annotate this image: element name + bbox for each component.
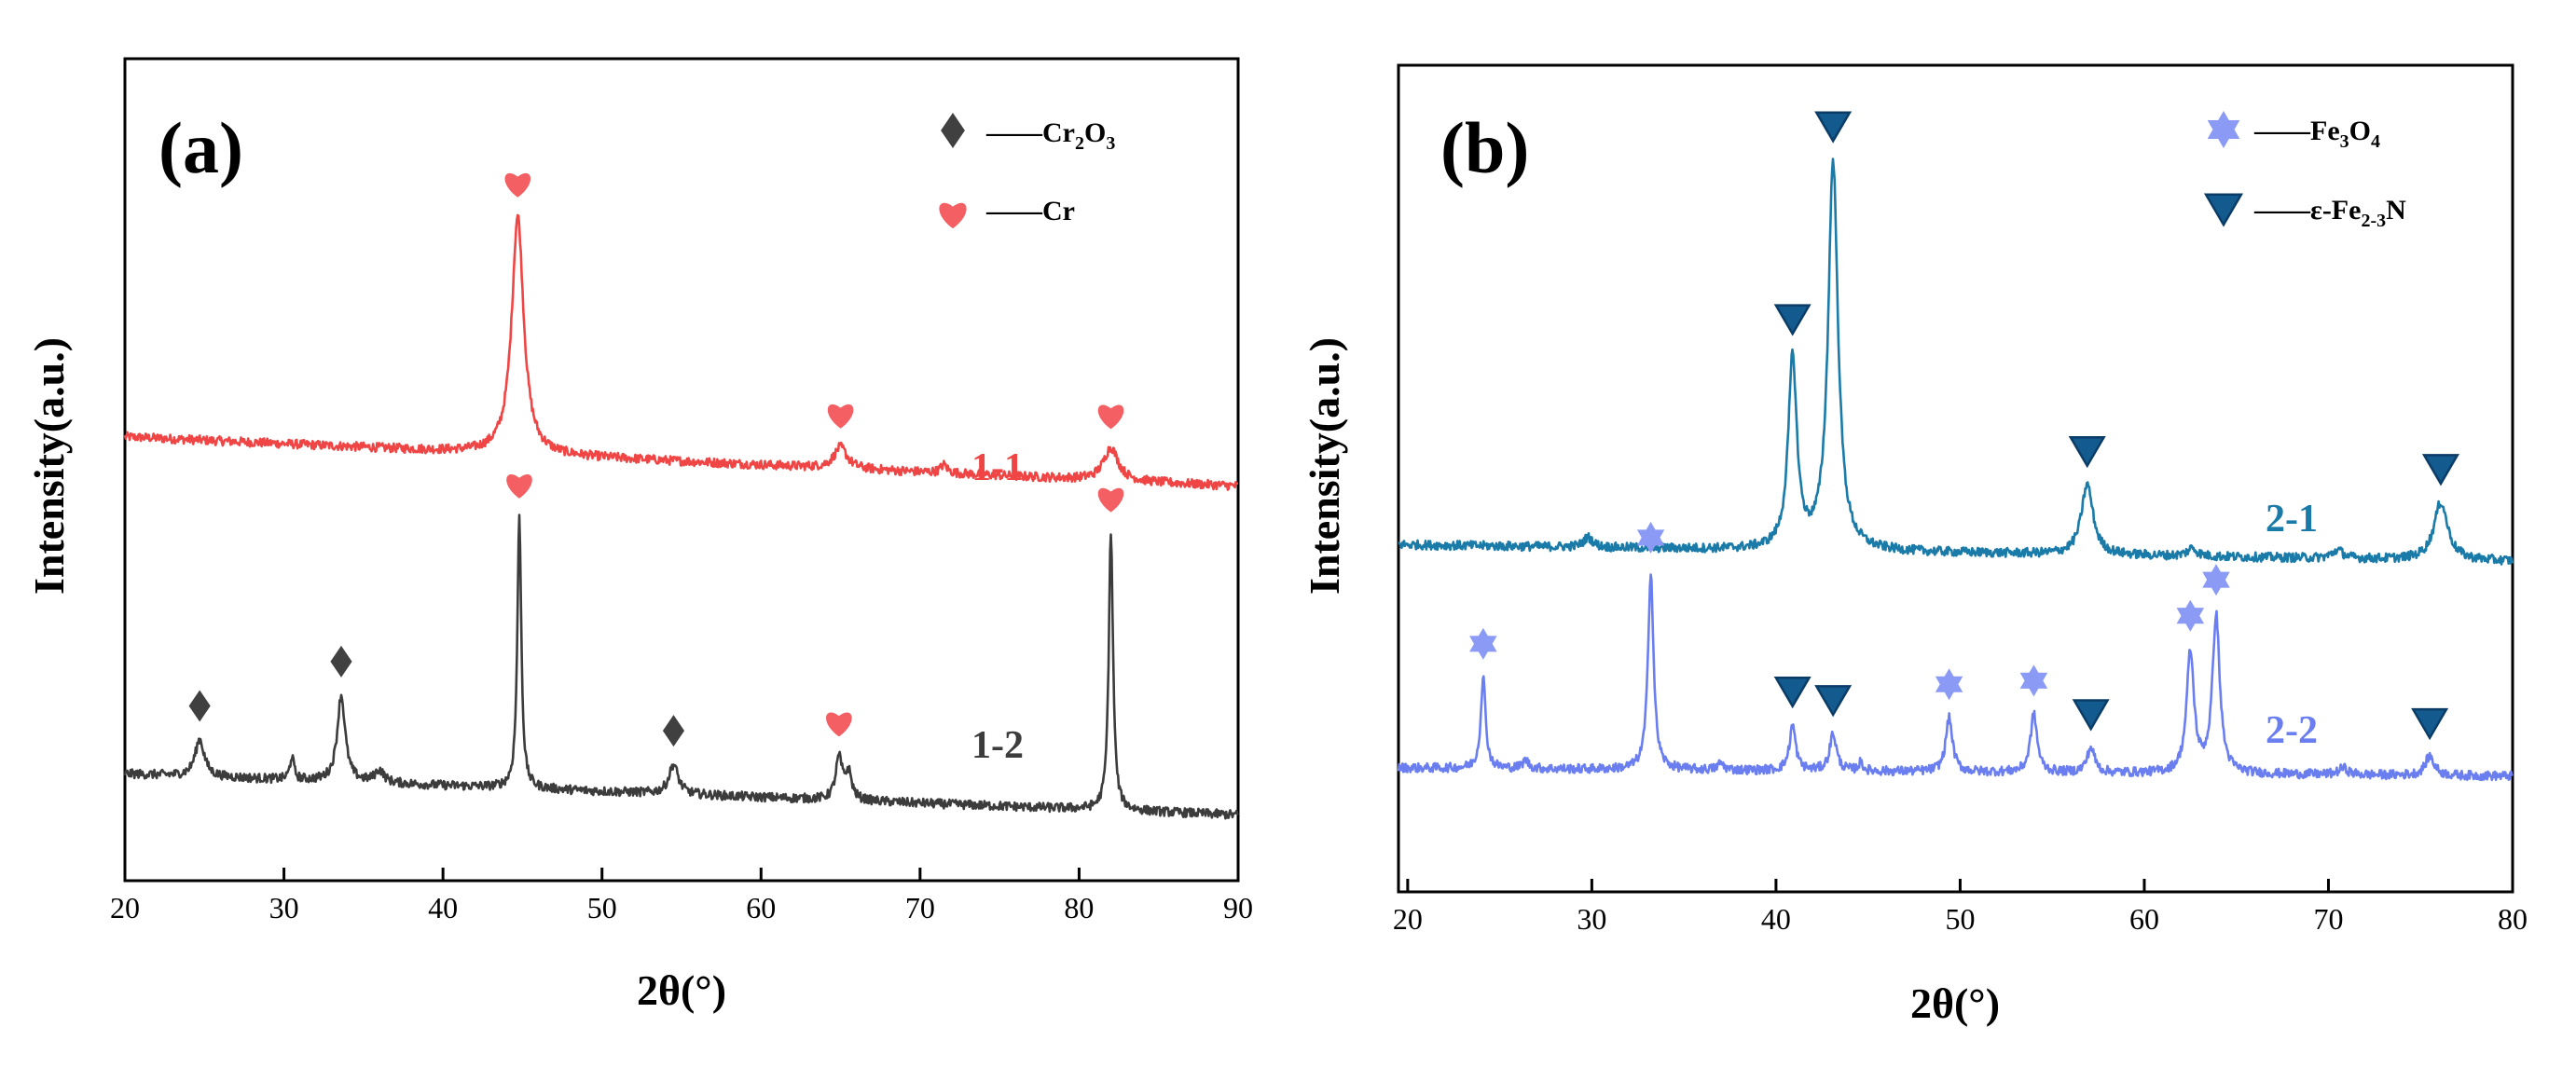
peak-marker-star-icon xyxy=(2019,664,2048,697)
legend-star-icon xyxy=(2207,111,2240,148)
legend-diamond-icon xyxy=(941,113,965,148)
x-tick-label: 50 xyxy=(1945,902,1975,936)
trace-1-2 xyxy=(123,513,1239,820)
legend-fe2n-mid: N xyxy=(2386,195,2406,226)
legend-cr2o3-sub1: 2 xyxy=(1075,133,1084,154)
panel-a-traces xyxy=(123,213,1239,820)
peak-marker-star-icon xyxy=(1469,627,1497,660)
legend-entry-cr2o3: ——Cr2O3 xyxy=(985,117,1115,154)
trace-2-1 xyxy=(1398,157,2514,566)
legend-entry-fe2-3n: ——ε-Fe2-3N xyxy=(2253,195,2406,231)
legend-fe3o4-main: ——Fe xyxy=(2253,116,2340,146)
legend-heart-icon xyxy=(939,202,967,229)
peak-marker-star-icon xyxy=(2176,599,2205,632)
panel-a-x-axis-title: 2θ(°) xyxy=(637,966,726,1014)
peak-marker-diamond-icon xyxy=(662,715,685,747)
legend-heart-icon xyxy=(939,202,967,229)
x-tick-label: 30 xyxy=(269,891,299,924)
panel-a-label: (a) xyxy=(158,107,243,188)
panel-b-legend: ——Fe3O4 ——ε-Fe2-3N xyxy=(2203,111,2406,231)
peak-marker-heart-icon xyxy=(826,712,852,737)
peak-marker-triangle-icon xyxy=(2068,435,2106,469)
x-tick-label: 30 xyxy=(1577,902,1606,936)
x-tick-label: 60 xyxy=(746,891,776,924)
panel-a-x-ticks: 20 30 40 50 60 70 80 90 xyxy=(110,868,1253,924)
peak-marker-star-icon xyxy=(1935,668,1963,701)
x-tick-label: 80 xyxy=(1064,891,1094,924)
peak-marker-heart-icon xyxy=(506,474,532,499)
x-tick-label: 40 xyxy=(428,891,458,924)
peak-marker-diamond-icon xyxy=(330,645,352,678)
peak-marker-triangle-icon xyxy=(1773,304,1811,336)
legend-cr2o3-sub2: 3 xyxy=(1106,133,1115,154)
panel-b-x-ticks: 20 30 40 50 60 70 80 xyxy=(1393,879,2528,936)
peak-marker-diamond-icon xyxy=(188,690,211,722)
legend-fe2n-main: ——ε-Fe xyxy=(2253,195,2361,226)
panel-b-traces xyxy=(1397,157,2514,782)
x-tick-label: 20 xyxy=(110,891,140,924)
legend-triangle-icon xyxy=(2203,193,2244,227)
panel-b-y-axis-title: Intensity(a.u.) xyxy=(1301,337,1348,595)
peak-marker-star-icon xyxy=(1636,521,1665,554)
x-tick-label: 40 xyxy=(1761,902,1791,936)
legend-triangle-icon xyxy=(2203,193,2244,227)
series-label-1-2: 1-2 xyxy=(971,724,1024,767)
peak-marker-triangle-icon xyxy=(2411,707,2449,741)
peak-marker-triangle-icon xyxy=(1814,111,1853,144)
panel-b-peak-markers xyxy=(1469,111,2459,741)
legend-cr2o3-mid: O xyxy=(1084,117,1106,148)
peak-marker-heart-icon xyxy=(1097,487,1124,513)
peak-marker-heart-icon xyxy=(1097,404,1124,430)
panel-a-y-axis-title: Intensity(a.u.) xyxy=(25,337,73,595)
peak-marker-heart-icon xyxy=(504,172,531,198)
trace-1-1 xyxy=(123,213,1239,491)
peak-marker-triangle-icon xyxy=(1814,685,1853,718)
panel-a-peak-markers xyxy=(188,172,1124,747)
series-label-1-1: 1-1 xyxy=(971,446,1024,489)
trace-2-2 xyxy=(1397,573,2514,782)
legend-diamond-icon xyxy=(941,113,965,148)
legend-fe2n-sub1: 2-3 xyxy=(2361,211,2386,231)
x-tick-label: 60 xyxy=(2129,902,2159,936)
legend-star-icon xyxy=(2207,111,2240,148)
peak-marker-star-icon xyxy=(2202,564,2230,596)
x-tick-label: 20 xyxy=(1393,902,1423,936)
panel-a-plot-frame xyxy=(123,57,1240,883)
panel-b-x-axis-title: 2θ(°) xyxy=(1910,979,2000,1027)
x-tick-label: 70 xyxy=(2313,902,2343,936)
legend-entry-cr: ——Cr xyxy=(985,196,1075,226)
legend-entry-fe3o4: ——Fe3O4 xyxy=(2253,116,2380,152)
legend-fe3o4-sub2: 4 xyxy=(2371,131,2380,152)
x-tick-label: 50 xyxy=(587,891,617,924)
legend-fe3o4-sub1: 3 xyxy=(2340,131,2349,152)
legend-fe3o4-mid: O xyxy=(2349,116,2371,146)
series-label-2-2: 2-2 xyxy=(2266,709,2318,752)
peak-marker-heart-icon xyxy=(827,404,854,429)
peak-marker-triangle-icon xyxy=(2072,699,2110,732)
peak-marker-triangle-icon xyxy=(1773,676,1811,709)
x-tick-label: 80 xyxy=(2498,902,2528,936)
panel-a: (a) 2θ(°) Intensity(a.u.) 20 30 40 50 60 70 80… xyxy=(25,57,1253,1014)
panel-b: (b) 2θ(°) Intensity(a.u.) 20 30 40 50 60 70 80… xyxy=(1301,63,2528,1027)
series-label-2-1: 2-1 xyxy=(2266,498,2318,541)
legend-cr2o3-main: ——Cr xyxy=(985,117,1075,148)
x-tick-label: 90 xyxy=(1223,891,1253,924)
panel-a-legend: ——Cr2O3 ——Cr xyxy=(939,113,1115,229)
panel-b-label: (b) xyxy=(1440,107,1529,188)
peak-marker-triangle-icon xyxy=(2421,454,2459,486)
panel-b-plot-frame xyxy=(1397,63,2514,894)
x-tick-label: 70 xyxy=(905,891,935,924)
